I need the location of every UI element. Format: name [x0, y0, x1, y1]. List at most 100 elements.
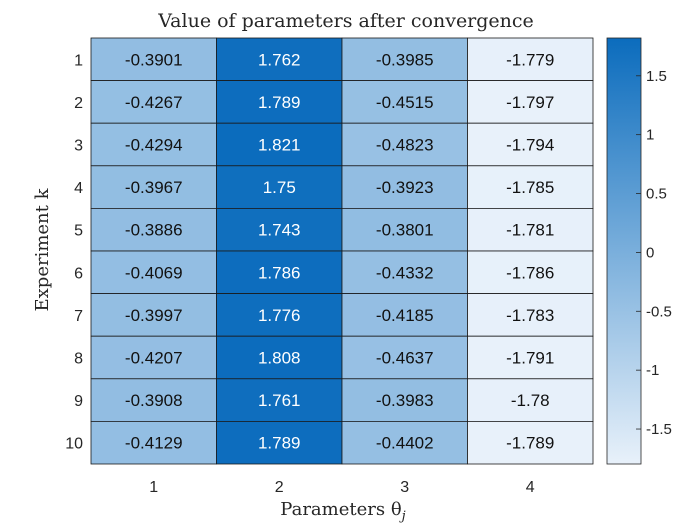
cell-value-label: 1.808	[258, 349, 301, 368]
cell-value-label: -0.4332	[376, 263, 434, 282]
heatmap-cell	[467, 165, 594, 209]
y-tick-label: 1	[74, 52, 83, 69]
cell-value-label: -1.785	[506, 178, 554, 197]
heatmap-cell	[216, 80, 343, 124]
cell-value-label: -1.791	[506, 349, 554, 368]
heatmap-cell	[90, 335, 217, 380]
cell-value-label: -1.786	[506, 263, 554, 282]
x-axis-label-subscript: j	[399, 509, 406, 524]
x-tick-label: 2	[275, 479, 284, 496]
colorbar-tick-label: -1	[646, 362, 659, 379]
cell-value-label: 1.75	[263, 178, 296, 197]
cell-value-label: -0.3801	[376, 221, 434, 240]
x-tick-labels: 1 2 3 4	[149, 479, 535, 496]
heatmap-cell	[467, 293, 594, 337]
heatmap-cell	[467, 250, 594, 294]
colorbar-ticks: -1.5 -1 -0.5 0 0.5 1 1.5	[636, 68, 672, 438]
colorbar-tick-label: 1	[646, 127, 654, 144]
heatmap-cell	[216, 420, 343, 465]
cell-value-label: -0.3967	[125, 178, 183, 197]
heatmap-cell	[90, 420, 217, 465]
heatmap-cell	[216, 207, 343, 252]
y-tick-label: 6	[74, 265, 83, 282]
cell-value-label: -0.4185	[376, 306, 434, 325]
cell-value-label: -1.779	[506, 50, 554, 69]
cell-value-label: -1.783	[506, 306, 554, 325]
heatmap-cell	[467, 37, 594, 81]
cell-value-label: -0.3901	[125, 50, 183, 69]
cell-value-label: 1.762	[258, 50, 301, 69]
y-tick-label: 9	[74, 393, 83, 410]
x-axis-label-main: Parameters θ	[280, 499, 401, 520]
heatmap-cell	[341, 207, 468, 252]
x-tick-label: 4	[526, 479, 535, 496]
cell-value-label: -0.3886	[125, 221, 183, 240]
heatmap-cell	[467, 378, 594, 422]
heatmap-cell	[90, 250, 217, 294]
cell-value-label: 1.761	[258, 391, 301, 410]
heatmap-cell	[90, 165, 217, 209]
cell-value-label: 1.821	[258, 136, 301, 155]
x-axis-label: Parameters θj	[280, 499, 405, 524]
y-tick-label: 8	[74, 351, 83, 368]
heatmap-cell	[216, 165, 343, 209]
heatmap-cell	[216, 37, 343, 81]
cell-value-label: 1.789	[258, 434, 301, 453]
y-tick-label: 2	[74, 95, 83, 112]
cell-value-label: -0.4823	[376, 136, 434, 155]
y-tick-labels: 1 2 3 4 5 6 7 8 9 10	[65, 52, 83, 452]
y-tick-label: 10	[65, 436, 83, 453]
heatmap-cell	[341, 420, 468, 465]
colorbar	[606, 37, 642, 465]
y-axis-label: Experiment k	[32, 187, 53, 311]
x-tick-label: 1	[149, 479, 158, 496]
heatmap-cell	[90, 207, 217, 252]
cell-value-label: -1.781	[506, 221, 554, 240]
cell-value-label: -0.3985	[376, 50, 434, 69]
cell-value-label: 1.776	[258, 306, 301, 325]
colorbar-tick-label: 0	[646, 244, 654, 261]
heatmap-cells	[90, 37, 594, 465]
heatmap-cell	[90, 293, 217, 337]
heatmap-cell-labels: -0.3901 1.762 -0.3985 -1.779 -0.4267 1.789 -0.…	[125, 50, 554, 452]
cell-value-label: -1.789	[506, 434, 554, 453]
heatmap-cell	[216, 122, 343, 167]
colorbar-tick-label: -1.5	[646, 421, 672, 438]
heatmap-cell	[467, 207, 594, 252]
heatmap-cell	[90, 37, 217, 81]
cell-value-label: -0.4515	[376, 93, 434, 112]
cell-value-label: 1.789	[258, 93, 301, 112]
cell-value-label: -1.794	[506, 136, 554, 155]
cell-value-label: -0.4267	[125, 93, 183, 112]
y-tick-label: 7	[74, 308, 83, 325]
heatmap-cell	[467, 420, 594, 465]
y-tick-label: 3	[74, 138, 83, 155]
cell-value-label: -1.78	[511, 391, 550, 410]
y-tick-label: 5	[74, 223, 83, 240]
colorbar-tick-label: -0.5	[646, 303, 672, 320]
cell-value-label: 1.743	[258, 221, 301, 240]
chart-title: Value of parameters after convergence	[157, 10, 534, 32]
heatmap-cell	[341, 378, 468, 422]
heatmap-cell	[467, 122, 594, 167]
heatmap-cell	[90, 80, 217, 124]
cell-value-label: -1.797	[506, 93, 554, 112]
cell-value-label: -0.4129	[125, 434, 183, 453]
heatmap-cell	[467, 80, 594, 124]
cell-value-label: -0.3997	[125, 306, 183, 325]
heatmap-cell	[341, 37, 468, 81]
x-tick-label: 3	[400, 479, 409, 496]
colorbar-tick-label: 0.5	[646, 186, 667, 203]
colorbar-tick-label: 1.5	[646, 68, 667, 85]
cell-value-label: -0.4069	[125, 263, 183, 282]
cell-value-label: -0.3908	[125, 391, 183, 410]
y-tick-label: 4	[74, 180, 83, 197]
cell-value-label: -0.3983	[376, 391, 434, 410]
heatmap-cell	[216, 250, 343, 294]
cell-value-label: -0.4402	[376, 434, 434, 453]
heatmap-cell	[341, 293, 468, 337]
heatmap-cell	[341, 250, 468, 294]
cell-value-label: -0.3923	[376, 178, 434, 197]
cell-value-label: -0.4294	[125, 136, 183, 155]
